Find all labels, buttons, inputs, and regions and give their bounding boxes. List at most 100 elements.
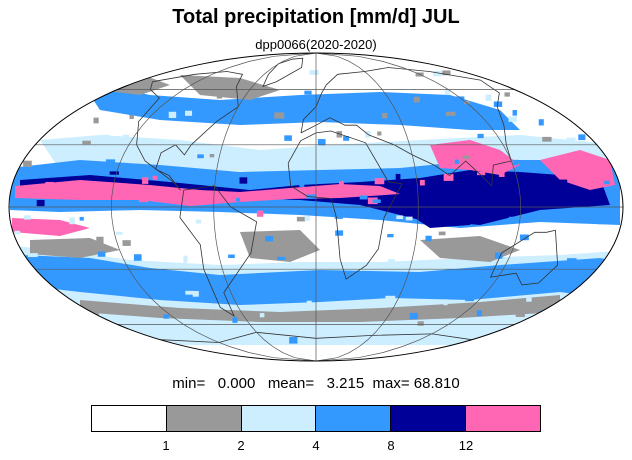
precip-speckle-137 [559,190,564,194]
precip-speckle-36 [163,314,168,318]
precip-speckle-37 [185,111,192,116]
precip-speckle-61 [310,70,319,75]
precip-speckle-17 [82,141,91,144]
precip-speckle-76 [353,296,359,299]
precip-speckle-15 [80,217,84,221]
precip-speckle-72 [335,230,343,235]
precip-speckle-140 [567,258,577,261]
precip-speckle-59 [299,180,304,187]
precip-speckle-98 [439,232,446,236]
precip-speckle-151 [606,321,614,328]
precip-speckle-3 [24,215,31,219]
min-value: 0.000 [218,375,256,392]
precip-speckle-119 [504,92,509,96]
precip-speckle-100 [445,90,450,94]
colorbar-segment-0 [92,406,167,431]
precip-speckle-35 [169,112,176,118]
precip-speckle-123 [519,136,526,142]
precip-speckle-30 [139,197,148,202]
precip-speckle-105 [455,160,459,164]
precip-speckle-94 [420,180,425,186]
min-label: min= [172,375,205,392]
precip-speckle-24 [106,159,115,166]
precip-speckle-10 [45,182,53,185]
precip-speckle-52 [260,313,265,317]
precip-speckle-49 [232,317,237,323]
max-label: max= [373,375,410,392]
precip-speckle-106 [457,281,462,286]
precip-speckle-131 [550,77,556,83]
precip-speckle-109 [466,175,471,179]
precip-speckle-58 [295,154,301,158]
precip-speckle-65 [306,272,316,276]
precip-speckle-145 [598,218,603,224]
precip-speckle-41 [196,220,201,224]
precip-speckle-67 [318,139,326,145]
precip-speckle-88 [396,174,401,180]
precip-speckle-28 [123,135,129,141]
precip-speckle-108 [463,156,471,159]
precip-speckle-93 [414,97,420,103]
precip-speckle-81 [375,178,385,184]
precip-speckle-51 [257,211,263,217]
precip-speckle-150 [604,181,610,185]
precip-speckle-147 [598,333,603,337]
precip-speckle-134 [550,319,554,323]
precip-speckle-11 [48,339,55,343]
precip-speckle-22 [98,252,106,257]
precip-speckle-29 [123,240,131,246]
precip-speckle-33 [142,177,148,184]
precip-speckle-110 [465,296,474,302]
precip-speckle-86 [388,259,395,265]
precip-speckle-120 [509,116,517,121]
precip-speckle-68 [329,342,337,345]
colorbar [91,405,541,432]
precip-speckle-62 [304,91,311,95]
precip-speckle-44 [217,93,222,98]
precip-speckle-21 [96,237,103,244]
mean-value: 3.215 [327,375,365,392]
precip-speckle-101 [446,112,455,116]
precip-speckle-6 [37,257,45,262]
precip-speckle-114 [486,95,492,101]
precip-speckle-70 [339,181,344,188]
colorbar-tick-1: 1 [162,438,169,453]
precip-speckle-66 [307,301,312,305]
colorbar-tick-8: 8 [387,438,394,453]
precip-speckle-4 [28,253,38,257]
precip-speckle-139 [567,138,576,141]
precip-speckle-1 [14,231,20,235]
precip-speckle-149 [609,136,616,140]
precip-speckle-85 [387,234,393,237]
mean-label: mean= [268,375,314,392]
precip-speckle-60 [297,217,305,222]
precip-speckle-16 [75,340,85,343]
precip-speckle-7 [38,280,45,287]
precip-speckle-31 [134,254,142,261]
colorbar-tick-2: 2 [237,438,244,453]
precip-speckle-87 [385,296,395,300]
precip-speckle-40 [197,154,204,158]
precip-speckle-56 [284,135,292,141]
precip-speckle-91 [410,313,418,319]
precip-speckle-142 [576,213,580,219]
precip-speckle-144 [586,340,595,345]
stats-line: min= 0.000 mean= 3.215 max= 68.810 [0,375,632,392]
precip-speckle-39 [185,291,194,295]
precip-speckle-96 [426,236,432,241]
precip-speckle-124 [512,160,518,165]
precip-speckle-148 [608,71,617,78]
precip-speckle-23 [103,135,110,142]
precip-speckle-128 [522,321,531,325]
precip-speckle-47 [240,177,248,183]
colorbar-segment-2 [242,406,317,431]
precip-speckle-121 [509,217,516,222]
precip-speckle-12 [69,217,74,224]
precip-speckle-75 [360,195,368,199]
colorbar-segment-5 [466,406,540,431]
colorbar-segment-3 [316,406,391,431]
precip-speckle-135 [546,334,551,340]
precip-speckle-64 [305,216,310,221]
precip-speckle-5 [37,200,45,206]
precip-speckle-8 [34,333,41,339]
